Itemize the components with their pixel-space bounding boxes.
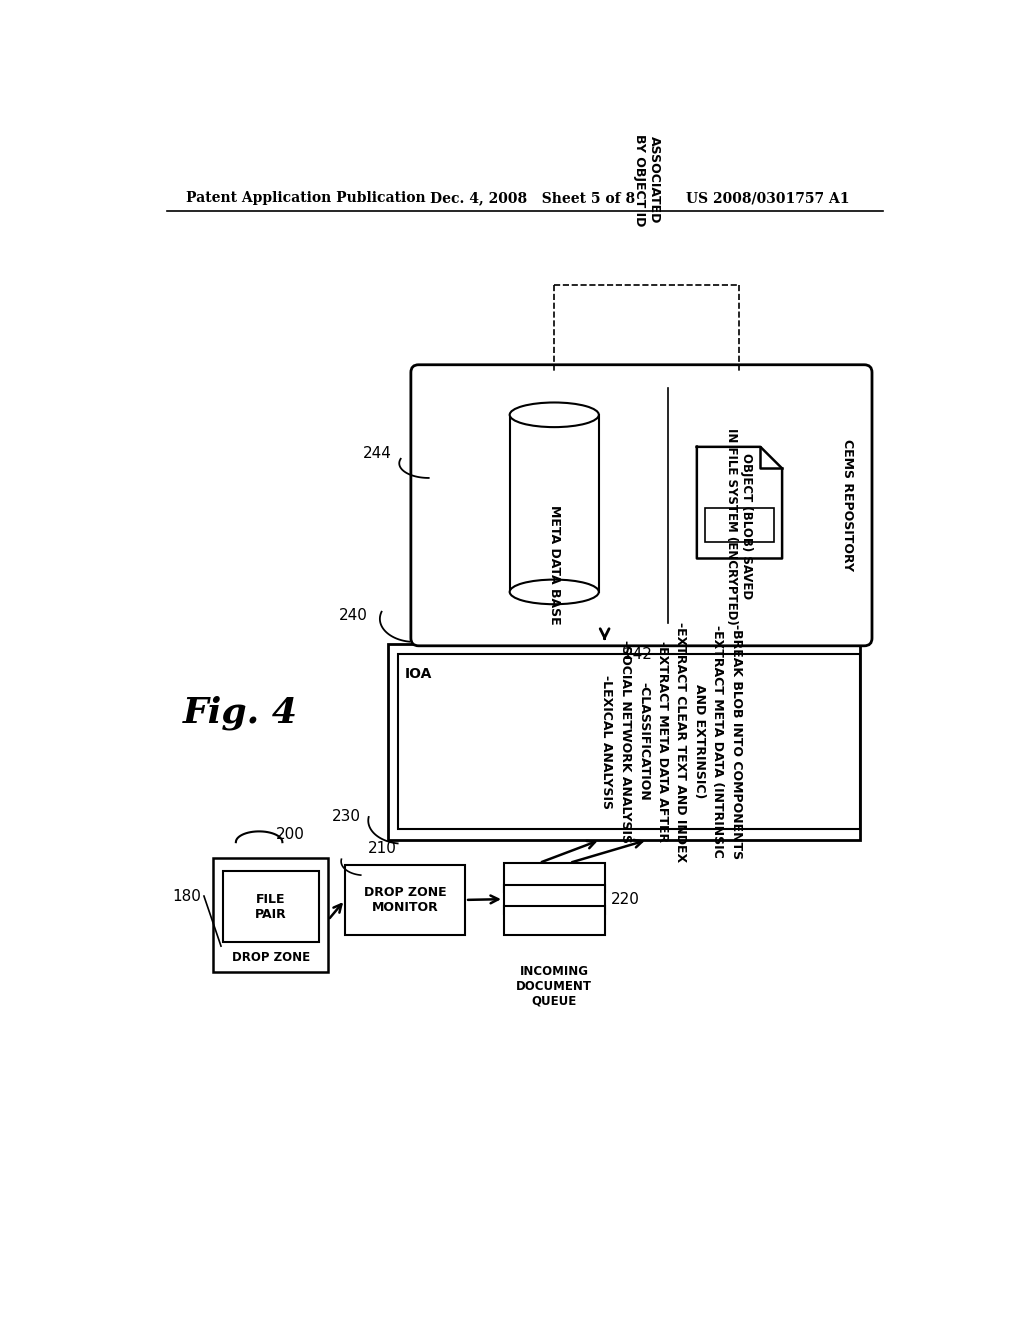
Text: 230: 230 [332,809,360,824]
Text: 200: 200 [276,828,305,842]
Text: Fig. 4: Fig. 4 [183,696,298,730]
Text: META DATA BASE: META DATA BASE [548,504,561,624]
Text: -BREAK BLOB INTO COMPONENTS
-EXTRACT META DATA (INTRINSIC
AND EXTRINSIC)
-EXTRAC: -BREAK BLOB INTO COMPONENTS -EXTRACT MET… [600,622,742,862]
Text: DROP ZONE
MONITOR: DROP ZONE MONITOR [364,886,446,913]
Text: Dec. 4, 2008   Sheet 5 of 8: Dec. 4, 2008 Sheet 5 of 8 [430,191,635,206]
Text: 240: 240 [339,607,369,623]
Ellipse shape [510,579,599,605]
Text: OBJECT (BLOB) SAVED
IN FILE SYSTEM (ENCRYPTED): OBJECT (BLOB) SAVED IN FILE SYSTEM (ENCR… [725,428,754,624]
Bar [504,863,604,892]
Text: US 2008/0301757 A1: US 2008/0301757 A1 [686,191,850,206]
Bar [504,906,604,936]
Text: DROP ZONE: DROP ZONE [231,950,309,964]
Text: 220: 220 [611,891,640,907]
Bar [213,858,328,972]
Text: ASSOCIATED
BY OBJECT ID: ASSOCIATED BY OBJECT ID [633,133,660,226]
Bar [398,655,860,829]
Bar [705,508,774,541]
Text: CEMS REPOSITORY: CEMS REPOSITORY [841,440,854,572]
Text: IOA: IOA [404,667,432,681]
Bar [222,871,318,942]
Text: 244: 244 [362,446,391,461]
FancyBboxPatch shape [411,364,872,645]
Polygon shape [697,447,782,558]
Bar [345,866,465,935]
Ellipse shape [510,403,599,428]
Text: Patent Application Publication: Patent Application Publication [186,191,426,206]
Bar [504,884,604,913]
Text: FILE
PAIR: FILE PAIR [255,892,287,921]
Text: INCOMING
DOCUMENT
QUEUE: INCOMING DOCUMENT QUEUE [516,965,592,1007]
Text: 210: 210 [369,841,397,855]
Text: 180: 180 [173,888,202,904]
Bar [388,644,860,840]
Text: 242: 242 [624,647,653,663]
